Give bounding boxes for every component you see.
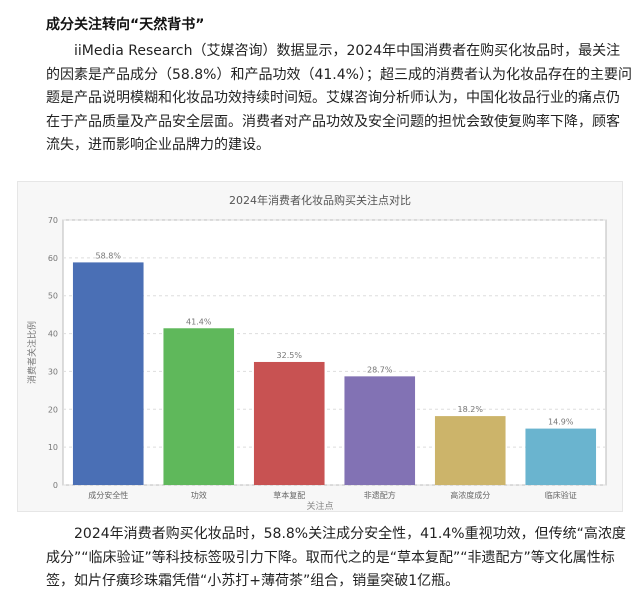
x-tick-label: 非遗配方 <box>364 490 396 500</box>
section-heading: 成分关注转向“天然背书” <box>46 17 205 33</box>
data-label: 28.7% <box>367 365 393 374</box>
bar <box>253 361 325 485</box>
chart-container: 0 10 20 30 40 50 60 70 2024年消费者化妆品购买关注点对比消费者关注比例… <box>17 181 623 512</box>
y-tick-label: 60 <box>48 254 58 263</box>
x-tick-label: 功效 <box>191 490 207 500</box>
y-tick-label: 10 <box>48 443 58 452</box>
y-tick-label: 20 <box>48 405 58 414</box>
data-label: 32.5% <box>277 351 303 360</box>
y-tick-label: 0 <box>53 481 58 490</box>
y-axis-label: 消费者关注比例 <box>26 321 38 384</box>
x-tick-label: 草本复配 <box>273 490 305 500</box>
summary-paragraph: 2024年消费者购买化妆品时，58.8%关注成分安全性，41.4%重视功效，但传… <box>46 526 626 589</box>
data-label: 18.2% <box>458 405 484 414</box>
y-tick-label: 30 <box>48 367 58 376</box>
x-tick-label: 成分安全性 <box>88 490 128 500</box>
intro-paragraph: iiMedia Research（艾媒咨询）数据显示，2024年中国消费者在购买… <box>46 43 632 153</box>
data-label: 58.8% <box>96 251 122 260</box>
chart-title: 2024年消费者化妆品购买关注点对比 <box>229 193 411 207</box>
bar <box>163 328 235 485</box>
bar <box>72 262 144 485</box>
bar <box>434 416 506 485</box>
bar-chart: 0 10 20 30 40 50 60 70 2024年消费者化妆品购买关注点对比消费者关注比例… <box>26 193 607 512</box>
x-tick-label: 高浓度成分 <box>450 490 490 500</box>
data-label: 14.9% <box>548 418 574 427</box>
y-tick-label: 50 <box>48 292 58 301</box>
x-axis-label: 关注点 <box>306 500 333 511</box>
y-tick-label: 70 <box>48 216 58 225</box>
y-tick-label: 40 <box>48 330 58 339</box>
plot-area <box>62 219 607 486</box>
x-tick-label: 临床验证 <box>545 490 577 500</box>
bar <box>525 428 597 485</box>
data-label: 41.4% <box>186 317 212 326</box>
bar <box>344 376 416 485</box>
